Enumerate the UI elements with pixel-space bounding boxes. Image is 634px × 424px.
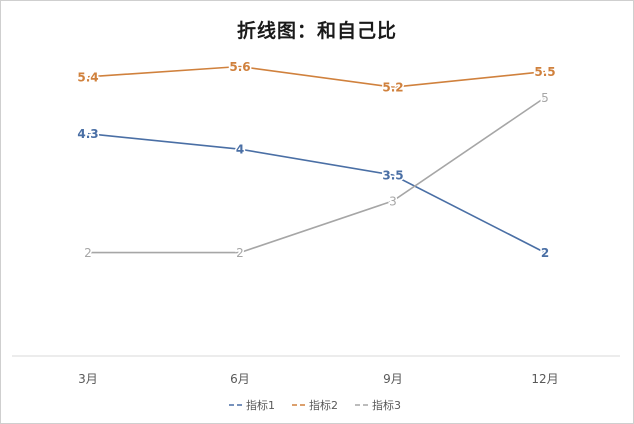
legend-label[interactable]: 指标3 <box>372 398 401 412</box>
series-line-3 <box>88 96 546 254</box>
legend-label[interactable]: 指标1 <box>246 398 275 412</box>
legend-label[interactable]: 指标2 <box>309 398 338 412</box>
data-label: 5.6 <box>229 60 250 74</box>
data-label: 4 <box>236 143 244 157</box>
data-label: 5 <box>541 91 549 105</box>
series-line-1 <box>87 132 546 254</box>
data-label: 4.3 <box>77 127 98 141</box>
x-tick-label: 6月 <box>230 372 250 386</box>
data-label: 5.2 <box>382 81 403 95</box>
data-label: 2 <box>84 246 92 260</box>
x-tick-label: 3月 <box>78 372 98 386</box>
data-label: 5.5 <box>534 65 555 79</box>
x-tick-label: 9月 <box>383 372 403 386</box>
series-line-2 <box>87 65 546 89</box>
chart-title: 折线图：和自己比 <box>236 20 397 42</box>
data-label: 3.5 <box>382 169 403 183</box>
data-label: 5.4 <box>77 70 98 84</box>
data-label: 2 <box>541 246 549 260</box>
x-tick-label: 12月 <box>531 372 558 386</box>
data-label: 2 <box>236 246 244 260</box>
data-label: 3 <box>389 194 397 208</box>
